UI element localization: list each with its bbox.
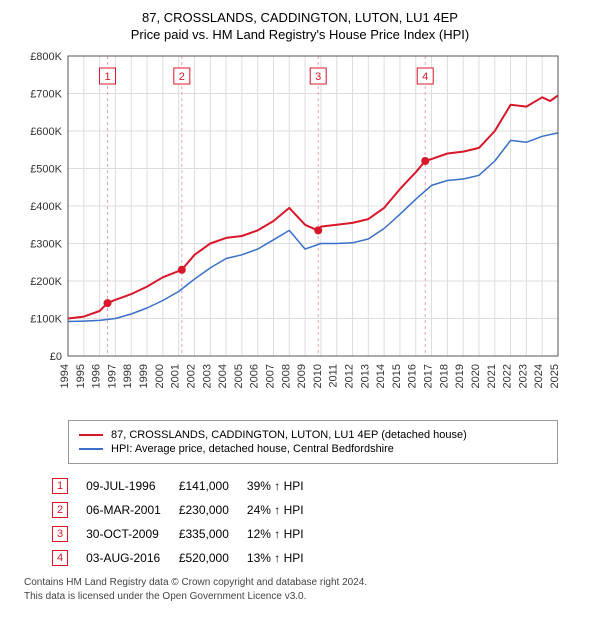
sale-delta: 39% ↑ HPI xyxy=(247,474,322,498)
sale-date: 06-MAR-2001 xyxy=(86,498,179,522)
sale-date: 09-JUL-1996 xyxy=(86,474,179,498)
svg-text:2022: 2022 xyxy=(502,364,514,388)
title-block: 87, CROSSLANDS, CADDINGTON, LUTON, LU1 4… xyxy=(12,10,588,42)
svg-text:£0: £0 xyxy=(50,351,62,363)
root: 87, CROSSLANDS, CADDINGTON, LUTON, LU1 4… xyxy=(0,0,600,612)
svg-text:2018: 2018 xyxy=(438,364,450,388)
sale-index-box: 4 xyxy=(52,550,68,566)
legend: 87, CROSSLANDS, CADDINGTON, LUTON, LU1 4… xyxy=(68,420,558,464)
svg-text:2024: 2024 xyxy=(533,364,545,388)
svg-text:£600K: £600K xyxy=(30,126,62,138)
svg-text:2017: 2017 xyxy=(423,364,435,388)
sales-row: 3 30-OCT-2009£335,00012% ↑ HPI xyxy=(52,522,322,546)
footer-line-1: Contains HM Land Registry data © Crown c… xyxy=(24,576,588,590)
svg-text:1999: 1999 xyxy=(138,364,150,388)
legend-swatch-hpi xyxy=(79,448,103,450)
svg-text:2020: 2020 xyxy=(470,364,482,388)
svg-text:1995: 1995 xyxy=(75,364,87,388)
svg-text:£100K: £100K xyxy=(30,314,62,326)
price-chart: £0 £100K £200K £300K £400K £500K £600K £700K £80… xyxy=(12,50,588,410)
sales-row: 1 09-JUL-1996£141,00039% ↑ HPI xyxy=(52,474,322,498)
page-title: 87, CROSSLANDS, CADDINGTON, LUTON, LU1 4… xyxy=(12,10,588,25)
svg-text:2006: 2006 xyxy=(249,364,261,388)
page-subtitle: Price paid vs. HM Land Registry's House … xyxy=(12,27,588,42)
svg-text:4: 4 xyxy=(422,71,428,83)
svg-text:2009: 2009 xyxy=(296,364,308,388)
svg-text:2002: 2002 xyxy=(185,364,197,388)
chart-svg: £0 £100K £200K £300K £400K £500K £600K £700K £80… xyxy=(12,50,588,410)
sale-price: £141,000 xyxy=(179,474,247,498)
attribution: Contains HM Land Registry data © Crown c… xyxy=(24,576,588,604)
svg-text:2019: 2019 xyxy=(454,364,466,388)
sale-delta: 24% ↑ HPI xyxy=(247,498,322,522)
svg-text:1994: 1994 xyxy=(59,364,71,388)
svg-text:2015: 2015 xyxy=(391,364,403,388)
svg-text:2008: 2008 xyxy=(280,364,292,388)
svg-text:2000: 2000 xyxy=(154,364,166,388)
legend-label-hpi: HPI: Average price, detached house, Cent… xyxy=(111,443,394,455)
svg-text:£500K: £500K xyxy=(30,164,62,176)
svg-text:1996: 1996 xyxy=(91,364,103,388)
svg-text:2001: 2001 xyxy=(170,364,182,388)
sale-price: £230,000 xyxy=(179,498,247,522)
legend-item-property: 87, CROSSLANDS, CADDINGTON, LUTON, LU1 4… xyxy=(79,429,547,441)
svg-text:2: 2 xyxy=(179,71,185,83)
legend-label-property: 87, CROSSLANDS, CADDINGTON, LUTON, LU1 4… xyxy=(111,429,467,441)
sale-delta: 12% ↑ HPI xyxy=(247,522,322,546)
svg-text:£400K: £400K xyxy=(30,201,62,213)
svg-text:2012: 2012 xyxy=(344,364,356,388)
sale-date: 03-AUG-2016 xyxy=(86,546,179,570)
svg-text:2023: 2023 xyxy=(517,364,529,388)
sale-date: 30-OCT-2009 xyxy=(86,522,179,546)
legend-swatch-property xyxy=(79,434,103,436)
svg-text:1997: 1997 xyxy=(106,364,118,388)
svg-text:2011: 2011 xyxy=(328,364,340,388)
sale-delta: 13% ↑ HPI xyxy=(247,546,322,570)
svg-text:£700K: £700K xyxy=(30,89,62,101)
svg-text:2010: 2010 xyxy=(312,364,324,388)
sale-index-box: 3 xyxy=(52,526,68,542)
svg-text:1998: 1998 xyxy=(122,364,134,388)
svg-text:2003: 2003 xyxy=(201,364,213,388)
svg-text:2025: 2025 xyxy=(549,364,561,388)
sale-price: £520,000 xyxy=(179,546,247,570)
svg-text:2004: 2004 xyxy=(217,364,229,388)
footer-line-2: This data is licensed under the Open Gov… xyxy=(24,590,588,604)
sales-row: 4 03-AUG-2016£520,00013% ↑ HPI xyxy=(52,546,322,570)
sales-row: 2 06-MAR-2001£230,00024% ↑ HPI xyxy=(52,498,322,522)
legend-item-hpi: HPI: Average price, detached house, Cent… xyxy=(79,443,547,455)
svg-text:2016: 2016 xyxy=(407,364,419,388)
svg-text:£200K: £200K xyxy=(30,276,62,288)
sale-index-box: 2 xyxy=(52,502,68,518)
svg-text:2014: 2014 xyxy=(375,364,387,388)
sale-price: £335,000 xyxy=(179,522,247,546)
svg-text:2021: 2021 xyxy=(486,364,498,388)
svg-text:2013: 2013 xyxy=(359,364,371,388)
sales-table: 1 09-JUL-1996£141,00039% ↑ HPI 2 06-MAR-200… xyxy=(52,474,322,570)
svg-text:1: 1 xyxy=(104,71,110,83)
svg-text:£800K: £800K xyxy=(30,51,62,63)
svg-text:£300K: £300K xyxy=(30,239,62,251)
sale-index-box: 1 xyxy=(52,478,68,494)
svg-text:3: 3 xyxy=(315,71,321,83)
svg-text:2007: 2007 xyxy=(264,364,276,388)
svg-text:2005: 2005 xyxy=(233,364,245,388)
